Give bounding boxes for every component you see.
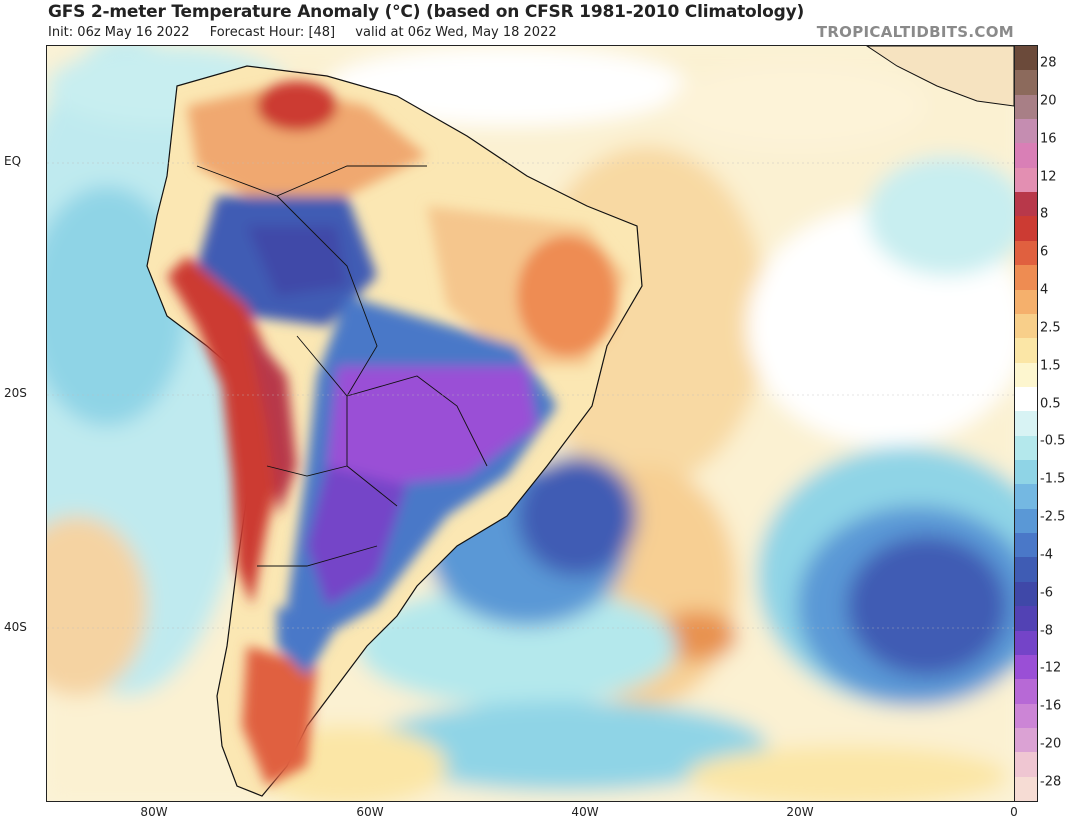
init-time: Init: 06z May 16 2022 [48, 25, 190, 40]
lat-label-40s: 40S [4, 620, 27, 634]
lon-label-0: 0 [1010, 805, 1018, 819]
country-borders [196, 165, 488, 567]
colorbar-segment [1015, 338, 1037, 364]
colorbar-label: 4 [1040, 282, 1049, 298]
colorbar-segment [1015, 216, 1037, 242]
lon-label-20w: 20W [786, 805, 814, 819]
colorbar-label: -2.5 [1040, 509, 1066, 525]
lat-label-20s: 20S [4, 386, 27, 400]
colorbar-segment [1015, 435, 1037, 461]
colorbar-segment [1015, 557, 1037, 583]
colorbar-segment [1015, 581, 1037, 607]
colorbar-label: -8 [1040, 623, 1053, 639]
colorbar-segment [1015, 313, 1037, 339]
watermark: TROPICALTIDBITS.COM [816, 23, 1014, 41]
colorbar-label: 2.5 [1040, 320, 1061, 336]
colorbar-label: -6 [1040, 585, 1053, 601]
colorbar-label: 1.5 [1040, 358, 1061, 374]
colorbar-segment [1015, 606, 1037, 631]
colorbar-label: -0.5 [1040, 433, 1066, 449]
africa-coast [866, 46, 1014, 107]
colorbar-label: 12 [1040, 169, 1057, 185]
colorbar-label: 6 [1040, 244, 1049, 260]
colorbar-segment [1015, 167, 1037, 193]
colorbar-segment [1015, 703, 1037, 729]
colorbar-segment [1015, 679, 1037, 705]
colorbar-label: 16 [1040, 131, 1057, 147]
colorbar-segment [1015, 630, 1037, 656]
latitude-gridlines [47, 162, 1014, 629]
lon-label-60w: 60W [356, 805, 384, 819]
colorbar-segment [1015, 411, 1037, 437]
lon-label-40w: 40W [571, 805, 599, 819]
colorbar-label: 8 [1040, 206, 1049, 222]
forecast-hour: Forecast Hour: [48] [209, 25, 336, 40]
colorbar-segment [1015, 484, 1037, 510]
colorbar-segment [1015, 94, 1037, 120]
colorbar-segment [1015, 727, 1037, 753]
colorbar-label: -16 [1040, 698, 1062, 714]
colorbar-label: 0.5 [1040, 396, 1061, 412]
colorbar-label: -20 [1040, 736, 1062, 752]
colorbar-label: 20 [1040, 93, 1057, 109]
colorbar-label: -12 [1040, 660, 1062, 676]
colorbar-segment [1015, 119, 1037, 144]
colorbar-segment [1015, 533, 1037, 558]
anomaly-map [46, 45, 1015, 802]
colorbar-segment [1015, 240, 1037, 266]
colorbar-segment [1015, 752, 1037, 778]
colorbar-segment [1015, 776, 1037, 802]
colorbar-label: -1.5 [1040, 471, 1066, 487]
valid-time: valid at 06z Wed, May 18 2022 [355, 25, 557, 40]
colorbar-segment [1015, 508, 1037, 534]
colorbar-segment [1015, 289, 1037, 315]
lon-label-80w: 80W [140, 805, 168, 819]
colorbar-segment [1015, 460, 1037, 485]
colorbar-segment [1015, 70, 1037, 96]
colorbar-segment [1015, 143, 1037, 169]
map-title: GFS 2-meter Temperature Anomaly (°C) (ba… [48, 2, 805, 22]
colorbar-segment [1015, 265, 1037, 291]
colorbar-segment [1015, 654, 1037, 680]
colorbar-label: -28 [1040, 774, 1062, 790]
map-subtitle: Init: 06z May 16 2022 Forecast Hour: [48… [48, 25, 573, 40]
colorbar-segment [1015, 386, 1037, 412]
colorbar [1014, 45, 1038, 802]
lat-label-eq: EQ [4, 154, 22, 168]
anomaly-map-svg [47, 46, 1014, 801]
colorbar-segment [1015, 46, 1037, 71]
colorbar-label: -4 [1040, 547, 1053, 563]
colorbar-label: 28 [1040, 55, 1057, 71]
colorbar-segment [1015, 192, 1037, 217]
colorbar-segment [1015, 362, 1037, 388]
